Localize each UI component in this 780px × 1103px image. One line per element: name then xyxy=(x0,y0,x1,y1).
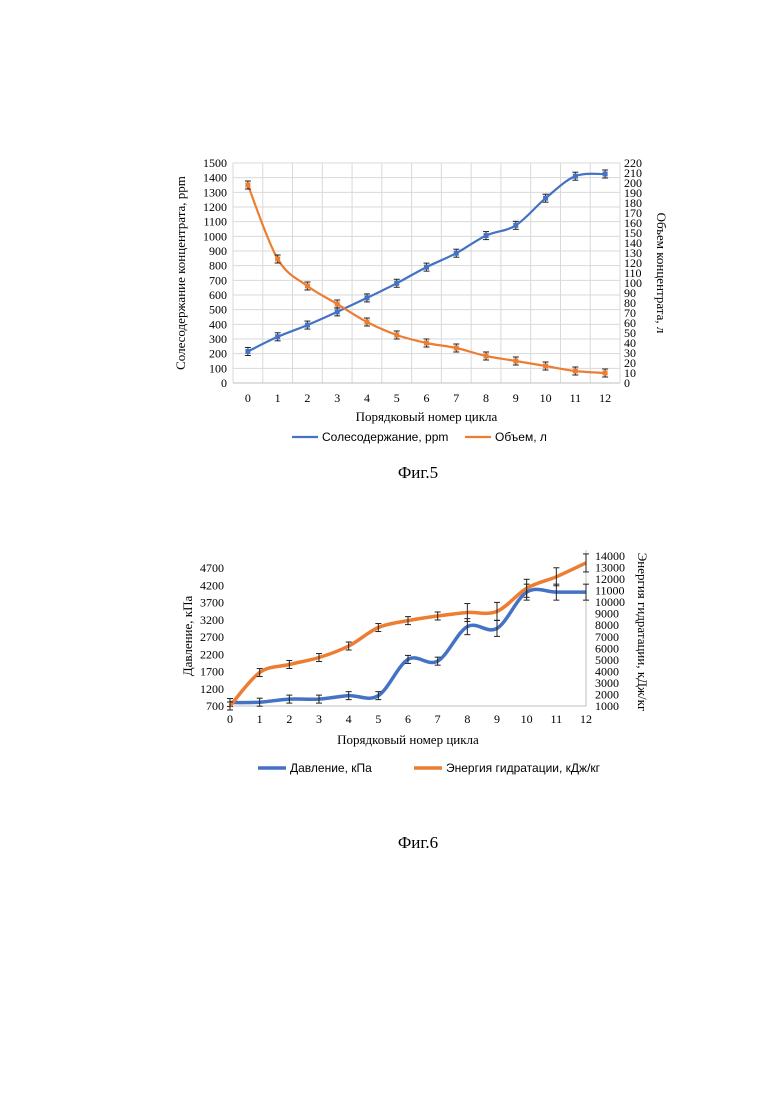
fig5-caption: Фиг.5 xyxy=(398,463,438,482)
fig5-left-tick-label: 1400 xyxy=(203,171,227,185)
fig5-series-salinity-point xyxy=(394,281,399,286)
fig6-x-tick-label: 8 xyxy=(464,712,470,726)
fig5-left-tick-label: 400 xyxy=(209,317,227,331)
fig6-x-tick-label: 6 xyxy=(405,712,411,726)
fig5-x-tick-label: 6 xyxy=(424,391,430,405)
fig6-left-tick-label: 4700 xyxy=(200,561,224,575)
fig6-left-tick-label: 4200 xyxy=(200,578,224,592)
fig6-x-tick-label: 9 xyxy=(494,712,500,726)
fig5-legend-label-salinity: Солесодержание, ppm xyxy=(322,430,448,444)
fig5-left-tick-label: 900 xyxy=(209,244,227,258)
fig5-series-volume-point xyxy=(364,320,369,325)
figure-canvas: 0100200300400500600700800900100011001200… xyxy=(0,0,780,1103)
fig5-series-salinity-point xyxy=(543,196,548,201)
fig6-series-hydration-energy-line xyxy=(230,563,586,706)
fig5-series-volume-point xyxy=(484,354,489,359)
fig6-x-tick-label: 12 xyxy=(580,712,592,726)
fig5-left-tick-label: 300 xyxy=(209,332,227,346)
fig6-left-axis-title: Давление, кПа xyxy=(180,596,195,677)
fig6-left-tick-label: 2700 xyxy=(200,630,224,644)
fig5-left-tick-label: 200 xyxy=(209,347,227,361)
fig6-x-tick-label: 11 xyxy=(551,712,563,726)
fig5-left-tick-label: 800 xyxy=(209,259,227,273)
fig6-x-tick-label: 0 xyxy=(227,712,233,726)
fig5-x-tick-label: 9 xyxy=(513,391,519,405)
fig5-right-tick-label: 220 xyxy=(624,156,642,170)
fig6-legend-label-pressure: Давление, кПа xyxy=(290,761,372,775)
fig5-series-volume-point xyxy=(394,333,399,338)
fig5-left-tick-label: 1300 xyxy=(203,185,227,199)
fig5-x-tick-label: 12 xyxy=(599,391,611,405)
fig6-left-tick-label: 3200 xyxy=(200,613,224,627)
fig6-right-tick-label: 14000 xyxy=(595,549,625,563)
fig5-series-volume-point xyxy=(454,346,459,351)
fig6-x-tick-label: 4 xyxy=(346,712,352,726)
fig5-series-salinity-point xyxy=(603,172,608,177)
fig5-series-volume-point xyxy=(573,369,578,374)
fig5-series-salinity-point xyxy=(573,174,578,179)
fig6-x-tick-label: 5 xyxy=(375,712,381,726)
fig5-series-salinity-point xyxy=(484,233,489,238)
fig5-series-volume-point xyxy=(513,359,518,364)
fig5-series-salinity-point xyxy=(454,251,459,256)
fig5-legend-label-volume: Объем, л xyxy=(495,430,547,444)
fig5-x-tick-label: 0 xyxy=(245,391,251,405)
fig6-series-pressure-line xyxy=(230,589,586,702)
fig5-left-tick-label: 1100 xyxy=(203,215,227,229)
fig6-right-axis-title: Энергия гидратации, кДж/кг xyxy=(635,553,650,712)
fig5-series-volume-point xyxy=(424,341,429,346)
fig5-series-salinity-point xyxy=(424,265,429,270)
fig6-left-tick-label: 1200 xyxy=(200,682,224,696)
fig5-x-tick-label: 5 xyxy=(394,391,400,405)
fig6-left-tick-label: 2200 xyxy=(200,647,224,661)
fig6-x-tick-label: 3 xyxy=(316,712,322,726)
fig5-series-volume-point xyxy=(305,284,310,289)
fig5-series-volume-point xyxy=(245,183,250,188)
fig5-series-salinity-point xyxy=(275,334,280,339)
fig5-left-tick-label: 1000 xyxy=(203,229,227,243)
fig5-left-tick-label: 1500 xyxy=(203,156,227,170)
fig6-x-tick-label: 10 xyxy=(521,712,533,726)
fig5-x-tick-label: 8 xyxy=(483,391,489,405)
fig6-x-tick-label: 1 xyxy=(257,712,263,726)
fig5-series-salinity-point xyxy=(513,223,518,228)
fig6-left-tick-label: 3700 xyxy=(200,596,224,610)
fig5-series-volume-point xyxy=(275,257,280,262)
fig5-left-axis-title: Солесодержание концентрата, ppm xyxy=(173,176,188,370)
fig5-series-volume-point xyxy=(335,302,340,307)
fig5-series-salinity-point xyxy=(305,323,310,328)
fig5-series-salinity-point xyxy=(245,349,250,354)
fig5-x-tick-label: 7 xyxy=(453,391,459,405)
fig5-series-volume-point xyxy=(543,364,548,369)
fig5-right-axis-title: Объем концентрата, л xyxy=(654,213,669,334)
fig5-x-tick-label: 4 xyxy=(364,391,370,405)
fig5-left-tick-label: 700 xyxy=(209,273,227,287)
fig6-caption: Фиг.6 xyxy=(398,833,438,852)
fig5-x-tick-label: 3 xyxy=(334,391,340,405)
fig5-left-tick-label: 500 xyxy=(209,303,227,317)
fig5-left-tick-label: 100 xyxy=(209,361,227,375)
fig5-x-tick-label: 2 xyxy=(304,391,310,405)
fig5-series-volume-point xyxy=(603,371,608,376)
fig5-left-tick-label: 1200 xyxy=(203,200,227,214)
fig6-left-tick-label: 1700 xyxy=(200,665,224,679)
fig5-x-tick-label: 11 xyxy=(570,391,582,405)
fig5-series-salinity-point xyxy=(364,295,369,300)
fig6-x-tick-label: 7 xyxy=(435,712,441,726)
fig5-left-tick-label: 0 xyxy=(221,376,227,390)
fig5-x-axis-title: Порядковый номер цикла xyxy=(356,409,498,424)
fig5-left-tick-label: 600 xyxy=(209,288,227,302)
fig5-x-tick-label: 10 xyxy=(540,391,552,405)
fig6-x-tick-label: 2 xyxy=(286,712,292,726)
fig5-series-salinity-point xyxy=(335,309,340,314)
fig6-legend-label-hydration-energy: Энергия гидратации, кДж/кг xyxy=(446,761,601,775)
fig6-left-tick-label: 700 xyxy=(206,699,224,713)
fig5-x-tick-label: 1 xyxy=(275,391,281,405)
fig6-x-axis-title: Порядковый номер цикла xyxy=(337,732,479,747)
